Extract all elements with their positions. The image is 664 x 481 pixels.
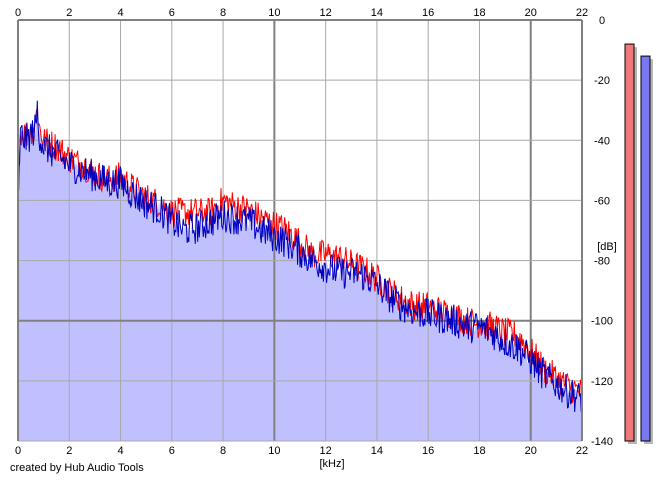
x-tick-label-top: 14 (371, 7, 383, 19)
y-axis-label: [dB] (597, 241, 617, 253)
x-tick-label-bottom: 6 (169, 445, 175, 457)
x-axis-label: [kHz] (319, 458, 344, 470)
x-tick-label-bottom: 18 (473, 445, 485, 457)
plot-frame-layer (17, 20, 583, 441)
x-tick-label-bottom: 4 (117, 445, 123, 457)
x-tick-label-top: 22 (576, 7, 588, 19)
x-tick-labels-bottom: 0 2 4 6 8 10 12 14 16 18 20 22 (15, 445, 588, 457)
x-tick-label-top: 4 (117, 7, 123, 19)
x-tick-label-top: 6 (169, 7, 175, 19)
y-tick-labels: 0 -20 -40 -60 -80 -100 -120 -140 (591, 15, 613, 448)
x-tick-label-top: 18 (473, 7, 485, 19)
x-tick-label-bottom: 14 (371, 445, 383, 457)
x-tick-label-top: 8 (220, 7, 226, 19)
x-tick-label-top: 10 (268, 7, 280, 19)
x-tick-label-top: 0 (15, 7, 21, 19)
credit-text: created by Hub Audio Tools (10, 462, 144, 474)
x-tick-label-bottom: 20 (525, 445, 537, 457)
x-tick-label-bottom: 10 (268, 445, 280, 457)
y-tick-label: -140 (591, 436, 613, 448)
x-tick-label-bottom: 22 (576, 445, 588, 457)
y-tick-label: -20 (594, 75, 610, 87)
y-tick-label: -40 (594, 135, 610, 147)
y-tick-label: -120 (591, 376, 613, 388)
x-tick-label-top: 12 (320, 7, 332, 19)
spectrum-fill-layer (18, 111, 582, 441)
series-layer (17, 100, 583, 413)
level-meters (624, 43, 653, 445)
level-meter-bar (640, 55, 651, 442)
x-tick-label-top: 20 (525, 7, 537, 19)
x-tick-labels-top: 0 2 4 6 8 10 12 14 16 18 20 22 (15, 7, 588, 19)
x-tick-label-bottom: 16 (422, 445, 434, 457)
series-line-2 (17, 100, 583, 413)
level-meter-bar (624, 43, 635, 442)
x-tick-label-top: 16 (422, 7, 434, 19)
spectrum-fill-area (18, 111, 582, 441)
x-tick-label-bottom: 12 (320, 445, 332, 457)
x-tick-label-bottom: 8 (220, 445, 226, 457)
y-tick-label: -80 (594, 256, 610, 268)
x-tick-label-bottom: 2 (66, 445, 72, 457)
y-tick-label: -100 (591, 316, 613, 328)
y-tick-label: 0 (599, 15, 605, 27)
y-tick-label: -60 (594, 195, 610, 207)
x-tick-label-top: 2 (66, 7, 72, 19)
x-tick-label-bottom: 0 (15, 445, 21, 457)
